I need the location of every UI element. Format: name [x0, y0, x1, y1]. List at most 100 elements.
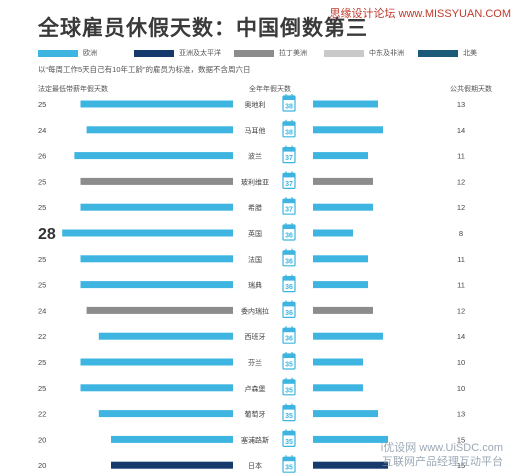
- calendar-icon-header: [283, 250, 295, 255]
- calendar-icon-header: [283, 225, 295, 229]
- watermark-bottom-line: 互联网产品经理互动平台: [382, 456, 503, 468]
- statutory-value-label: 20: [38, 435, 46, 444]
- legend-label: 北美: [463, 50, 477, 57]
- watermark-top: 思缘设计论坛 www.MISSYUAN.COM: [329, 8, 511, 20]
- statutory-bar: [111, 461, 233, 469]
- country-label: 委内瑞拉: [241, 306, 269, 315]
- calendar-icon-header: [283, 173, 295, 178]
- legend-item-north-america: 北美: [418, 48, 477, 58]
- public-holiday-value-label: 13: [457, 100, 465, 109]
- calendar-icon-header: [283, 431, 295, 436]
- legend-item-europe: 欧洲: [38, 48, 97, 58]
- country-label: 瑞典: [248, 281, 262, 290]
- public-holiday-value-label: 10: [457, 384, 465, 393]
- public-holiday-bar: [313, 229, 353, 237]
- public-holiday-value-label: 15: [457, 461, 465, 470]
- country-label: 卢森堡: [245, 384, 266, 393]
- legend: 欧洲 亚洲及太平洋 拉丁美洲 中东及非洲 北美: [38, 48, 508, 62]
- total-days-label: 37: [285, 181, 293, 188]
- public-holiday-bar: [313, 203, 373, 211]
- country-label: 日本: [248, 461, 262, 470]
- country-label: 英国: [248, 229, 262, 238]
- watermark-bottom: i优设网 www.UiSDC.com 互联网产品经理互动平台: [381, 441, 503, 469]
- total-days-label: 35: [285, 465, 293, 472]
- legend-label: 欧洲: [83, 50, 97, 57]
- statutory-bar: [74, 152, 234, 160]
- calendar-icon-header: [283, 121, 295, 126]
- public-holiday-bar: [313, 100, 378, 108]
- total-days-label: 35: [285, 413, 293, 420]
- calendar-icon-header: [283, 96, 295, 100]
- statutory-bar: [80, 100, 233, 108]
- legend-label: 拉丁美洲: [279, 50, 307, 57]
- legend-swatch: [38, 49, 78, 57]
- statutory-value-label: 26: [38, 152, 46, 161]
- statutory-value-label: 22: [38, 410, 46, 419]
- statutory-bar: [80, 281, 233, 289]
- statutory-bar: [80, 358, 233, 366]
- total-days-label: 35: [285, 362, 293, 369]
- total-days-label: 36: [285, 336, 293, 343]
- column-header-public: 公共假期天数: [450, 86, 492, 93]
- country-label: 芬兰: [248, 358, 262, 367]
- statutory-bar: [98, 410, 233, 418]
- statutory-value-label: 24: [38, 306, 46, 315]
- public-holiday-value-label: 8: [459, 229, 463, 238]
- statutory-bar: [86, 126, 233, 134]
- statutory-bar: [111, 435, 233, 443]
- public-holiday-value-label: 11: [457, 255, 465, 264]
- total-days-label: 36: [285, 310, 293, 317]
- column-header-statutory: 法定最低带薪年假天数: [38, 86, 108, 93]
- calendar-icon-header: [283, 302, 295, 307]
- calendar-icon-header: [283, 328, 295, 333]
- public-holiday-bar: [313, 306, 373, 314]
- total-days-label: 35: [285, 439, 293, 446]
- statutory-value-label: 22: [38, 332, 46, 341]
- statutory-bar: [98, 332, 233, 340]
- calendar-icon-header: [283, 405, 295, 410]
- country-label: 马耳他: [245, 126, 266, 135]
- legend-item-middle-east-africa: 中东及非洲: [324, 48, 404, 58]
- public-holiday-bar: [313, 435, 388, 443]
- legend-item-asia-pacific: 亚洲及太平洋: [134, 48, 221, 58]
- total-days-label: 36: [285, 284, 293, 291]
- legend-swatch: [418, 49, 458, 57]
- public-holiday-bar: [313, 384, 363, 392]
- statutory-value-label: 25: [38, 100, 46, 109]
- statutory-value-label: 28: [38, 226, 56, 243]
- legend-swatch: [134, 49, 174, 57]
- calendar-icon-header: [283, 354, 295, 358]
- calendar-icon-header: [283, 199, 295, 204]
- public-holiday-value-label: 12: [457, 306, 465, 315]
- statutory-bar: [62, 229, 234, 237]
- public-holiday-value-label: 14: [457, 126, 465, 135]
- watermark-bottom-line: i优设网 www.UiSDC.com: [380, 442, 503, 454]
- statutory-bar: [80, 384, 233, 392]
- legend-label: 中东及非洲: [369, 50, 404, 57]
- statutory-bar: [86, 306, 233, 314]
- public-holiday-bar: [313, 332, 383, 340]
- legend-swatch: [234, 49, 274, 57]
- country-label: 波兰: [248, 152, 262, 161]
- country-label: 希腊: [248, 203, 262, 212]
- public-holiday-value-label: 11: [457, 152, 465, 161]
- total-days-label: 36: [285, 233, 293, 240]
- public-holiday-bar: [313, 281, 368, 289]
- total-days-label: 35: [285, 387, 293, 394]
- public-holiday-value-label: 10: [457, 358, 465, 367]
- total-days-label: 37: [285, 155, 293, 162]
- public-holiday-value-label: 12: [457, 203, 465, 212]
- public-holiday-bar: [313, 358, 363, 366]
- legend-swatch: [324, 49, 364, 57]
- total-days-label: 38: [285, 104, 293, 111]
- calendar-icon-header: [283, 276, 295, 281]
- statutory-bar: [80, 177, 233, 185]
- public-holiday-bar: [313, 152, 368, 160]
- statutory-value-label: 24: [38, 126, 46, 135]
- statutory-value-label: 25: [38, 384, 46, 393]
- statutory-value-label: 25: [38, 255, 46, 264]
- statutory-bar: [80, 255, 233, 263]
- column-header-total: 全年年假天数: [249, 86, 291, 93]
- public-holiday-bar: [313, 461, 388, 469]
